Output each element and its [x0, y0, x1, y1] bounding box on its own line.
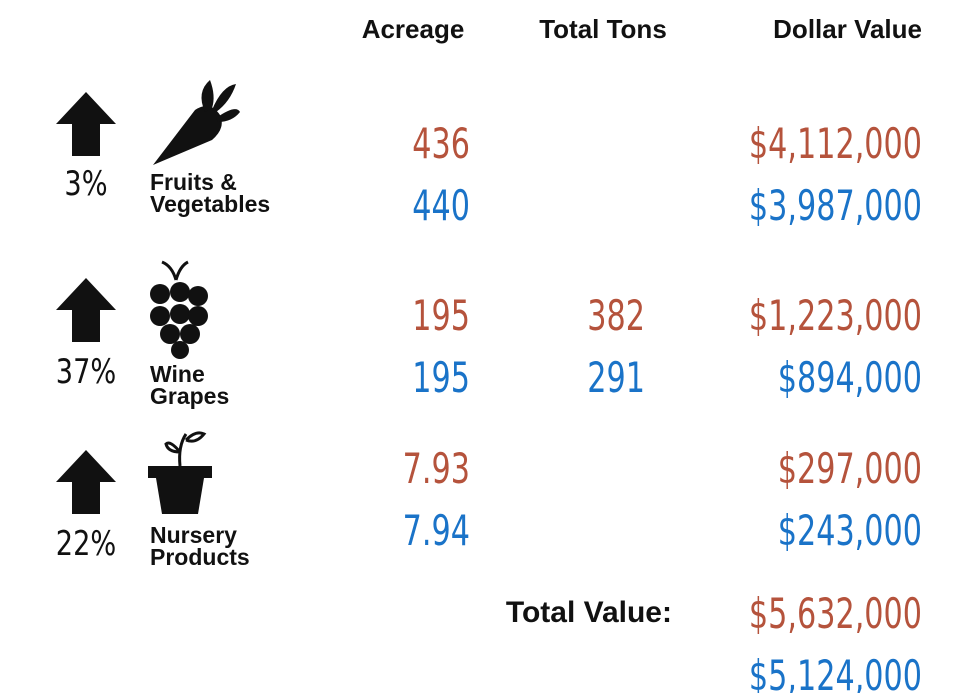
dollar-value: $1,223,000: [749, 291, 922, 340]
dollar-value: $894,000: [778, 353, 922, 402]
category-label: Fruits &: [150, 169, 237, 195]
up-arrow: [56, 92, 116, 156]
column-header: Dollar Value: [773, 14, 922, 44]
total-value: $5,124,000: [749, 651, 922, 693]
acreage-value: 7.94: [403, 506, 470, 555]
total-label: Total Value:: [506, 596, 672, 629]
acreage-value: 7.93: [403, 444, 470, 493]
column-header: Acreage: [362, 14, 465, 44]
percent-change: 37%: [56, 352, 116, 392]
dollar-value: $3,987,000: [749, 181, 922, 230]
tons-value: 382: [587, 291, 645, 340]
dollar-value: $243,000: [778, 506, 922, 555]
acreage-value: 436: [412, 119, 470, 168]
grapes-icon: [150, 260, 208, 359]
up-arrow: [56, 450, 116, 514]
total-value: $5,632,000: [749, 589, 922, 638]
tons-value: 291: [587, 353, 645, 402]
percent-change: 22%: [56, 524, 116, 564]
category-label: Products: [150, 544, 250, 570]
plant-icon: [148, 431, 212, 514]
acreage-value: 195: [412, 353, 470, 402]
acreage-value: 440: [412, 181, 470, 230]
dollar-value: $297,000: [778, 444, 922, 493]
carrot-icon: [153, 80, 240, 165]
percent-change: 3%: [64, 164, 107, 204]
category-label: Grapes: [150, 383, 229, 409]
acreage-value: 195: [412, 291, 470, 340]
category-label: Wine: [150, 361, 205, 387]
category-label: Vegetables: [150, 191, 270, 217]
category-label: Nursery: [150, 522, 237, 548]
up-arrow: [56, 278, 116, 342]
dollar-value: $4,112,000: [749, 119, 922, 168]
icons: [56, 80, 240, 514]
column-header: Total Tons: [539, 14, 667, 44]
